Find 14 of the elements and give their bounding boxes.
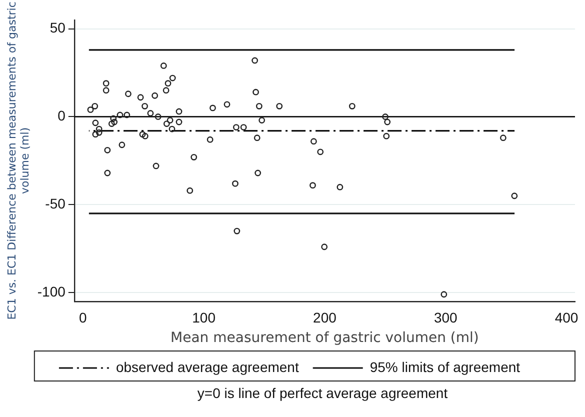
text: y=0 is line of perfect average agreement xyxy=(196,385,449,401)
y-axis-title: EC1 vs. EC1 Difference between measurements of gastric volume (ml) xyxy=(5,2,32,320)
legend-label: observed average agreement xyxy=(116,358,299,375)
x-tick-label: 400 xyxy=(554,310,578,326)
x-tick-label: 300 xyxy=(434,310,458,326)
x-tick-label: 100 xyxy=(192,310,216,326)
x-axis-title: Mean measurement of gastric volumen (ml) xyxy=(170,330,479,346)
y-tick-label: 50 xyxy=(50,20,66,36)
x-tick-label: 200 xyxy=(313,310,337,326)
y-tick-label: -100 xyxy=(37,283,66,300)
y-tick-label: -50 xyxy=(45,196,66,212)
legend-label: 95% limits of agreement xyxy=(370,358,520,375)
y-tick-label: 0 xyxy=(58,108,66,124)
x-tick-label: 0 xyxy=(78,310,87,326)
